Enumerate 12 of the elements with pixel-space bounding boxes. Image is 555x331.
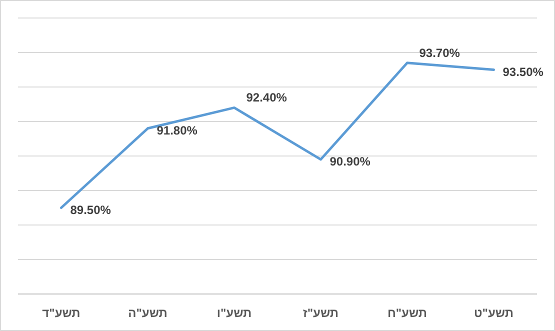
x-tick-label: תשע"ד: [42, 306, 80, 320]
data-label: 90.90%: [330, 154, 371, 168]
data-label: 89.50%: [70, 202, 112, 217]
x-tick-label: תשע"ה: [128, 306, 168, 320]
x-tick-label: תשע"ח: [387, 306, 428, 320]
data-label: 93.50%: [502, 64, 544, 79]
x-tick-label: תשע"ט: [474, 306, 514, 320]
x-tick-label: תשע"ו: [216, 306, 252, 320]
data-label: 92.40%: [246, 90, 288, 105]
x-tick-label: תשע"ז: [302, 306, 339, 320]
data-label: 91.80%: [156, 123, 198, 138]
data-label: 93.70%: [419, 46, 460, 60]
